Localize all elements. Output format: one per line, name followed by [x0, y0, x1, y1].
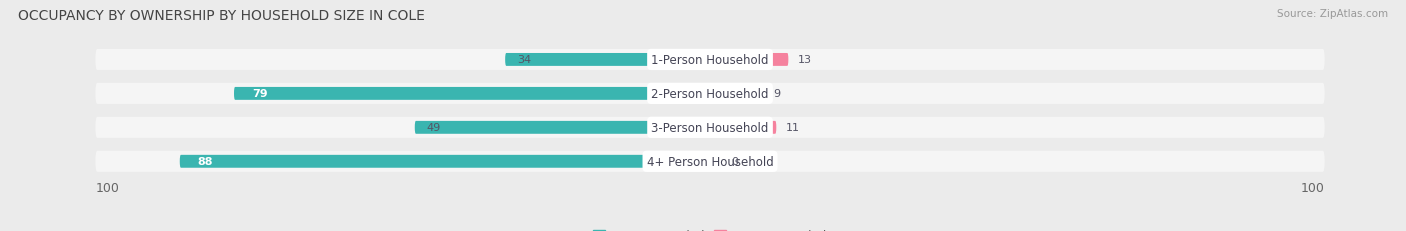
Text: 3-Person Household: 3-Person Household [651, 121, 769, 134]
Text: 79: 79 [252, 89, 267, 99]
Text: 49: 49 [427, 123, 441, 133]
FancyBboxPatch shape [710, 88, 765, 100]
FancyBboxPatch shape [96, 117, 1324, 138]
Text: Source: ZipAtlas.com: Source: ZipAtlas.com [1277, 9, 1388, 19]
FancyBboxPatch shape [96, 50, 1324, 71]
Text: 2-Person Household: 2-Person Household [651, 88, 769, 100]
FancyBboxPatch shape [96, 151, 1324, 172]
Legend: Owner-occupied, Renter-occupied: Owner-occupied, Renter-occupied [588, 224, 832, 231]
Text: 0: 0 [731, 157, 738, 167]
Text: 1-Person Household: 1-Person Household [651, 54, 769, 67]
Text: 34: 34 [517, 55, 531, 65]
FancyBboxPatch shape [233, 88, 710, 100]
Text: 4+ Person Household: 4+ Person Household [647, 155, 773, 168]
Text: 9: 9 [773, 89, 780, 99]
FancyBboxPatch shape [96, 83, 1324, 104]
Text: 88: 88 [198, 157, 214, 167]
Text: 11: 11 [786, 123, 800, 133]
FancyBboxPatch shape [415, 121, 710, 134]
FancyBboxPatch shape [180, 155, 710, 168]
FancyBboxPatch shape [710, 121, 776, 134]
Text: OCCUPANCY BY OWNERSHIP BY HOUSEHOLD SIZE IN COLE: OCCUPANCY BY OWNERSHIP BY HOUSEHOLD SIZE… [18, 9, 425, 23]
FancyBboxPatch shape [505, 54, 710, 67]
FancyBboxPatch shape [710, 54, 789, 67]
Text: 13: 13 [797, 55, 811, 65]
FancyBboxPatch shape [710, 155, 723, 168]
